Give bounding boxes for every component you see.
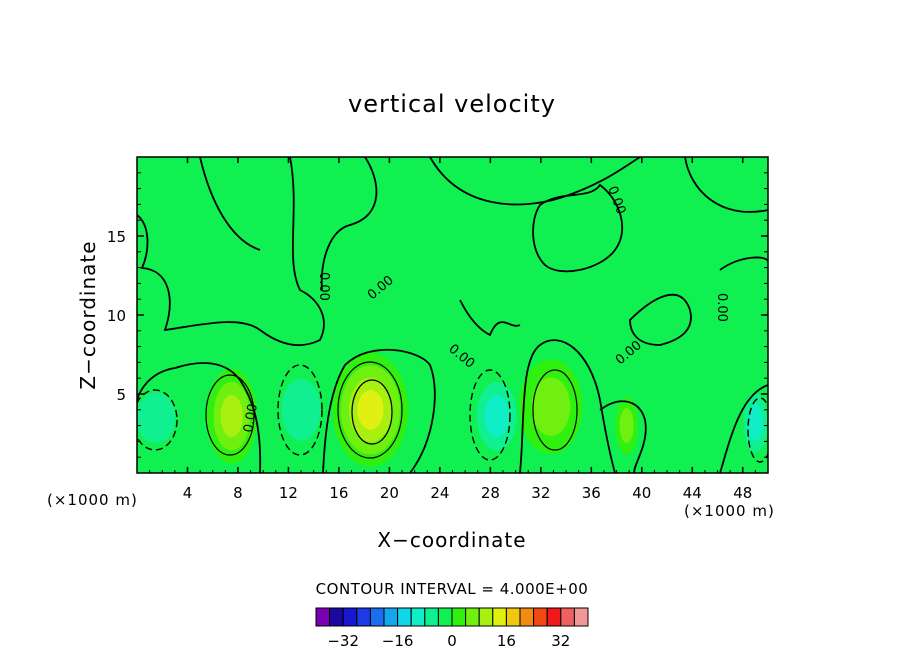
x-unit-left: (×1000 m) — [47, 491, 138, 509]
colorbar-swatch — [369, 607, 385, 627]
zero-contour-line — [137, 362, 262, 473]
colorbar-swatch — [315, 607, 331, 627]
zero-contours — [137, 157, 768, 473]
colorbar-swatch — [424, 607, 439, 627]
colorbar-swatch — [342, 607, 358, 627]
x-tick-label: 16 — [329, 484, 348, 502]
x-axis-ticks: 4 8 12 16 20 24 28 32 36 40 44 48 — [149, 157, 756, 502]
contour-label: 0.00 — [241, 403, 261, 434]
contour-cell — [484, 395, 510, 438]
y-tick-label: 5 — [116, 386, 126, 404]
zero-contour-line — [629, 293, 692, 346]
contour-cell — [220, 395, 243, 438]
chart-title: vertical velocity — [348, 90, 556, 118]
colorbar-swatch — [505, 607, 521, 627]
colorbar-swatch — [478, 607, 494, 627]
zero-contour-line — [459, 299, 521, 337]
negative-contour-line — [277, 364, 323, 456]
negative-contour-line — [137, 389, 178, 451]
colorbar-tick-label: 32 — [551, 632, 570, 650]
contour-cells — [137, 352, 768, 467]
x-tick-label: 12 — [279, 484, 298, 502]
x-tick-label: 40 — [632, 484, 651, 502]
contour-label: 0.00 — [316, 272, 331, 301]
zero-contour-line — [719, 256, 768, 271]
x-tick-label: 8 — [233, 484, 243, 502]
colorbar — [315, 607, 589, 627]
colorbar-swatch — [560, 607, 575, 627]
colorbar-tick-label: −16 — [382, 632, 414, 650]
negative-contour-line — [747, 397, 768, 463]
colorbar-swatch — [533, 607, 548, 627]
contour-label: 0.00 — [714, 293, 729, 322]
x-unit-right: (×1000 m) — [684, 502, 775, 520]
negative-contours — [137, 364, 768, 463]
y-axis-label: Z−coordinate — [76, 240, 100, 389]
plot-area — [137, 157, 768, 473]
positive-contour-line — [532, 369, 578, 451]
contour-cell — [281, 378, 321, 441]
positive-contour-line — [351, 379, 393, 445]
zero-contour-line — [532, 183, 624, 273]
contour-cell — [619, 408, 634, 444]
x-tick-label: 28 — [481, 484, 500, 502]
contour-cell — [748, 404, 763, 441]
colorbar-swatch — [329, 607, 344, 627]
colorbar-swatch — [546, 607, 562, 627]
x-tick-label: 32 — [531, 484, 550, 502]
colorbar-swatch — [573, 607, 589, 627]
colorbar-swatch — [383, 607, 399, 627]
y-tick-label: 15 — [107, 228, 126, 246]
colorbar-tick-label: 16 — [497, 632, 516, 650]
positive-contour-line — [337, 361, 403, 459]
zero-contour-line — [684, 157, 768, 213]
colorbar-ticks: −32 −16 0 16 32 — [327, 632, 570, 650]
x-axis-label: X−coordinate — [377, 528, 526, 552]
x-tick-label: 24 — [430, 484, 449, 502]
zero-contour-line — [519, 339, 616, 473]
zero-contour-line — [320, 157, 378, 291]
zero-contour-line — [199, 157, 261, 251]
colorbar-swatch — [519, 607, 535, 627]
negative-contour-line — [469, 369, 511, 461]
y-axis-ticks: 5 10 15 — [107, 172, 768, 458]
colorbar-swatch — [356, 607, 371, 627]
x-tick-label: 48 — [733, 484, 752, 502]
colorbar-swatch — [465, 607, 480, 627]
x-tick-label: 4 — [183, 484, 193, 502]
contour-cell — [531, 377, 571, 436]
colorbar-swatch — [437, 607, 453, 627]
colorbar-swatch — [410, 607, 426, 627]
zero-contour-line — [429, 157, 641, 206]
contour-interval-text: CONTOUR INTERVAL = 4.000E+00 — [316, 580, 589, 598]
colorbar-swatch — [492, 607, 507, 627]
zero-contour-line — [137, 157, 325, 347]
colorbar-swatch — [451, 607, 467, 627]
zero-contour-line — [719, 384, 768, 473]
x-tick-label: 36 — [582, 484, 601, 502]
x-tick-label: 20 — [380, 484, 399, 502]
colorbar-swatch — [397, 607, 412, 627]
positive-contour-line — [205, 374, 255, 456]
contour-cell — [137, 392, 176, 443]
zero-contour-line — [322, 348, 436, 473]
zero-contour-line — [599, 400, 647, 473]
contour-cell — [357, 390, 384, 430]
colorbar-tick-label: 0 — [447, 632, 457, 650]
positive-contours — [205, 361, 578, 459]
y-tick-label: 10 — [107, 307, 126, 325]
colorbar-tick-label: −32 — [327, 632, 359, 650]
x-tick-label: 44 — [683, 484, 702, 502]
